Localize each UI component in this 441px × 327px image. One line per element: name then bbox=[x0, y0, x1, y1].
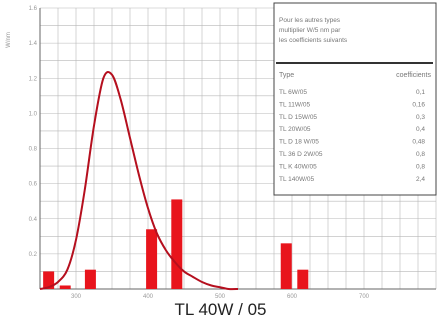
y-tick-label: 1.4 bbox=[29, 41, 38, 47]
legend-note-line-3: les coefficients suivants bbox=[279, 37, 348, 44]
legend-rows: TL 6W/05 0,1 TL 11W/05 0,16 TL D 15W/05 0,3 TL… bbox=[279, 89, 425, 183]
emission-bar bbox=[171, 199, 183, 289]
legend-frame bbox=[273, 2, 437, 196]
y-tick-label: 0.8 bbox=[29, 147, 38, 153]
legend-note-line-1: Pour les autres types bbox=[279, 17, 341, 24]
y-tick-labels: 0.2 0.4 0.6 0.8 1.0 1.2 1.4 1.6 bbox=[29, 6, 38, 258]
legend-type: TL K 40W/05 bbox=[279, 163, 317, 170]
x-tick-label: 400 bbox=[143, 294, 154, 300]
y-tick-label: 0.4 bbox=[29, 217, 38, 223]
legend-coef: 0,4 bbox=[416, 126, 425, 133]
x-tick-label: 300 bbox=[71, 294, 82, 300]
emission-bar bbox=[280, 243, 292, 289]
y-tick-label: 1.2 bbox=[29, 76, 38, 82]
y-axis-label: W/nm bbox=[6, 32, 12, 48]
legend-coef: 0,8 bbox=[416, 163, 425, 170]
y-tick-label: 0.2 bbox=[29, 252, 38, 258]
spectrum-curve bbox=[39, 70, 239, 291]
y-tick-label: 1.6 bbox=[29, 6, 38, 12]
x-tick-label: 700 bbox=[359, 294, 370, 300]
legend-coef: 2,4 bbox=[416, 176, 425, 183]
legend-coef: 0,3 bbox=[416, 114, 425, 121]
legend-type: TL 20W/05 bbox=[279, 126, 311, 133]
emission-bar bbox=[43, 271, 55, 289]
legend-type: TL 11W/05 bbox=[279, 101, 310, 108]
chart-caption: TL 40W / 05 bbox=[174, 300, 267, 319]
y-tick-label: 0.6 bbox=[29, 182, 38, 188]
emission-bar bbox=[297, 269, 309, 289]
legend-type: TL D 15W/05 bbox=[279, 114, 317, 121]
legend-coef: 0,1 bbox=[416, 89, 425, 96]
legend-coef: 0,8 bbox=[416, 151, 425, 158]
legend-type: TL 140W/05 bbox=[279, 176, 315, 183]
legend-note-line-2: multiplier W/5 nm par bbox=[279, 27, 341, 34]
legend-col-coef: coefficients bbox=[396, 72, 431, 79]
x-tick-label: 500 bbox=[215, 294, 226, 300]
emission-bars bbox=[43, 199, 309, 289]
legend-type: TL D 18 W/05 bbox=[279, 139, 319, 146]
spectrum-chart: 0.2 0.4 0.6 0.8 1.0 1.2 1.4 1.6 300 400 500 600 700… bbox=[6, 2, 437, 300]
legend-box: Pour les autres types multiplier W/5 nm … bbox=[273, 2, 437, 196]
legend-coef: 0,16 bbox=[412, 101, 425, 108]
legend-type: TL 6W/05 bbox=[279, 89, 307, 96]
y-tick-label: 1.0 bbox=[29, 111, 38, 117]
legend-coef: 0,48 bbox=[412, 139, 425, 146]
x-tick-label: 600 bbox=[287, 294, 298, 300]
emission-bar bbox=[84, 269, 96, 289]
emission-bar bbox=[59, 285, 71, 289]
legend-col-type: Type bbox=[279, 72, 294, 79]
x-tick-labels: 300 400 500 600 700 bbox=[71, 294, 370, 300]
emission-bar bbox=[146, 229, 158, 289]
legend-type: TL 36 D 2W/05 bbox=[279, 151, 323, 158]
